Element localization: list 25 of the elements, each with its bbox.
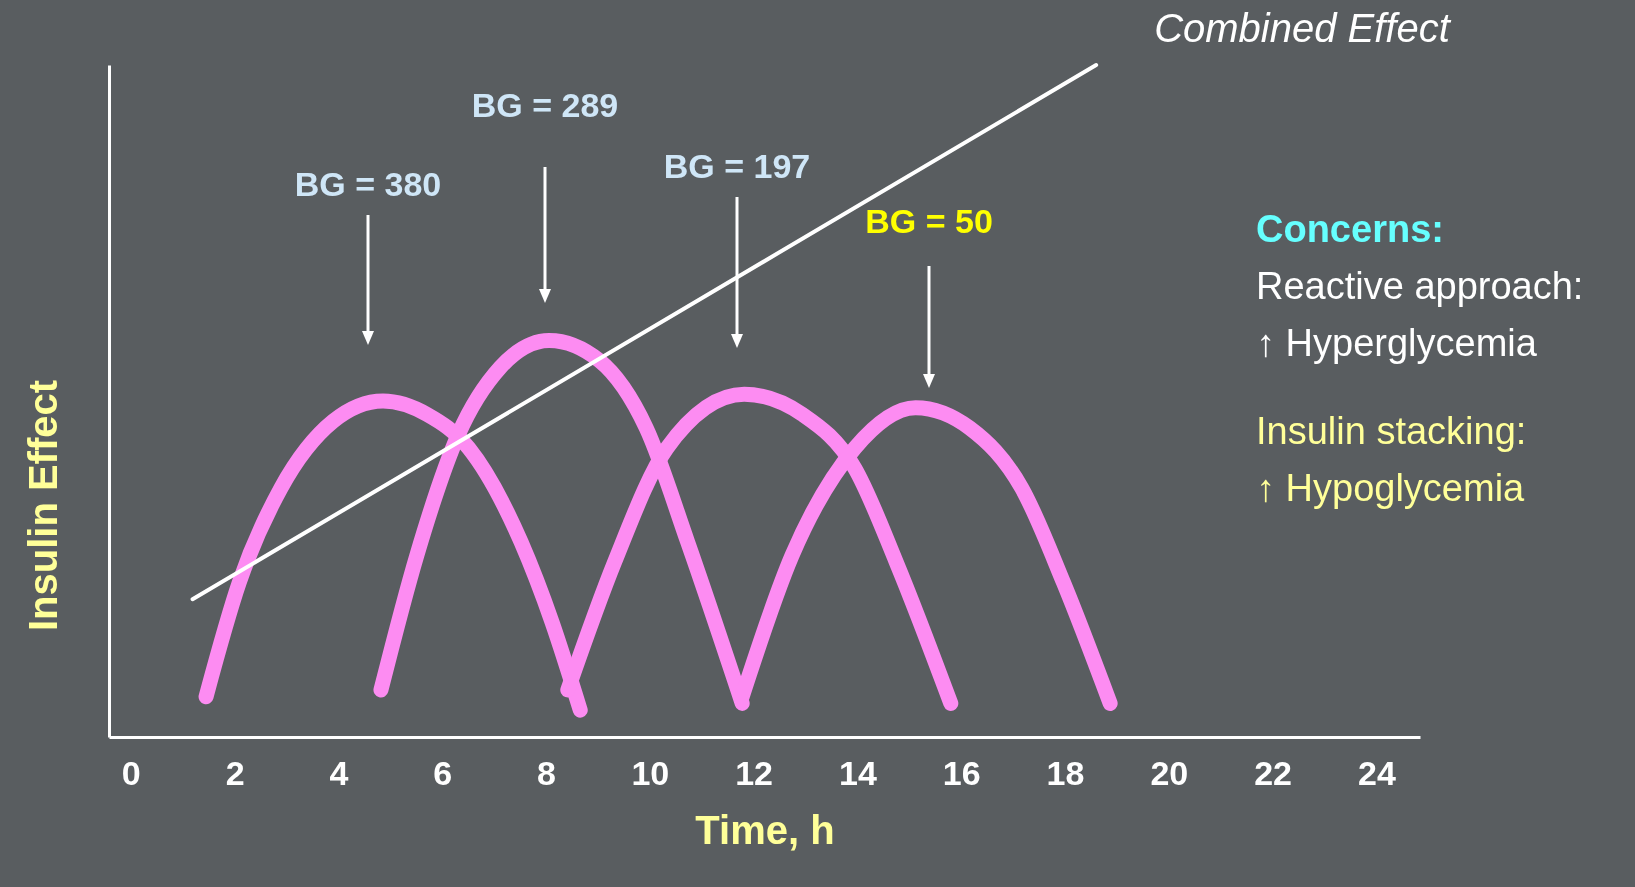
x-tick-label: 22 xyxy=(1254,753,1293,792)
x-tick-label: 18 xyxy=(1046,753,1085,792)
annotation: Reactive approach: xyxy=(1256,265,1584,307)
annotation: BG = 289 xyxy=(471,86,619,124)
x-axis-title: Time, h xyxy=(695,807,835,852)
x-tick-label: 0 xyxy=(121,753,141,792)
y-axis-title: Insulin Effect xyxy=(20,379,65,632)
x-tick-label: 10 xyxy=(631,753,670,792)
annotation: BG = 197 xyxy=(663,147,811,185)
x-tick-label: 2 xyxy=(225,753,245,792)
annotation: BG = 380 xyxy=(294,165,442,203)
x-tick-label: 12 xyxy=(735,753,774,792)
annotation: Insulin stacking: xyxy=(1256,410,1527,452)
annotation: Concerns: xyxy=(1256,208,1444,250)
x-tick-label: 8 xyxy=(537,753,556,792)
x-tick-label: 20 xyxy=(1150,753,1189,792)
annotation: BG = 50 xyxy=(865,202,993,240)
x-tick-label: 14 xyxy=(838,753,877,792)
x-tick-label: 24 xyxy=(1357,753,1396,792)
series-label: Combined Effect xyxy=(1154,6,1452,50)
x-tick-label: 16 xyxy=(942,753,981,792)
x-tick-label: 4 xyxy=(329,753,349,792)
annotation: ↑ Hypoglycemia xyxy=(1256,467,1526,509)
x-tick-label: 6 xyxy=(433,753,453,792)
annotation: ↑ Hyperglycemia xyxy=(1256,322,1538,364)
